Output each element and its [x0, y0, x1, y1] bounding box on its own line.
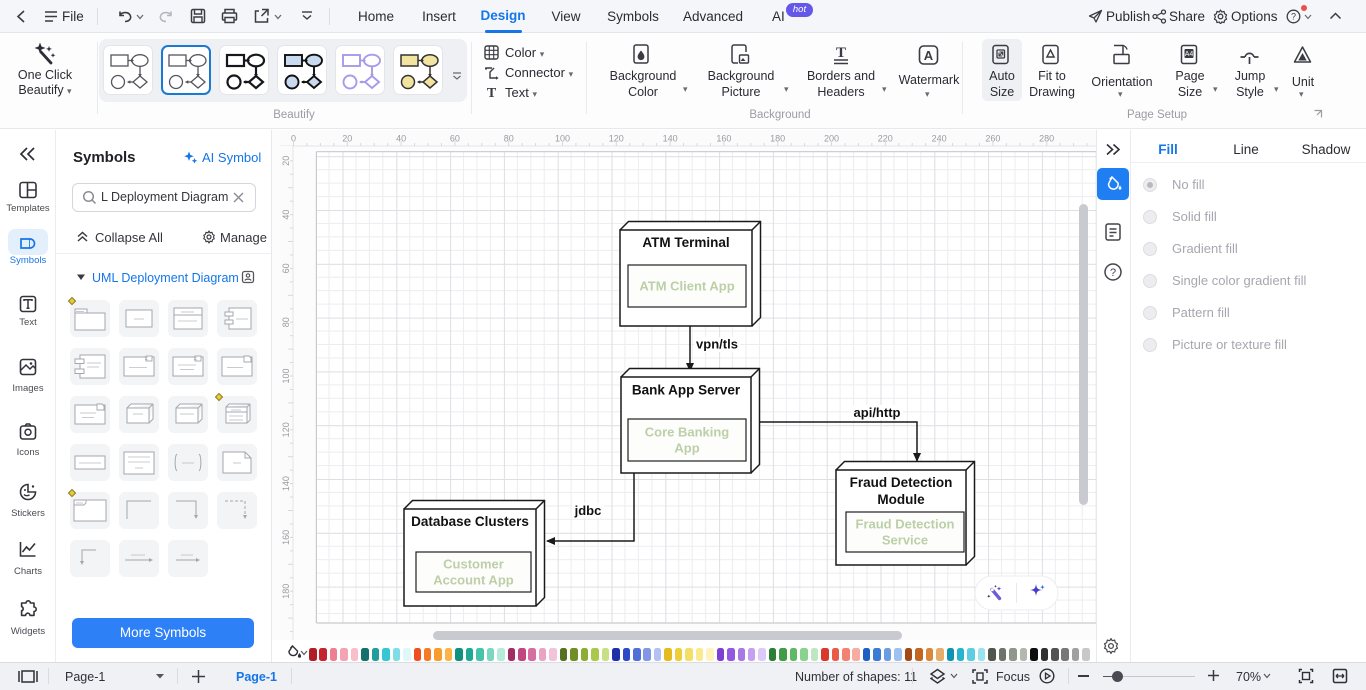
svg-text:A4: A4 — [1185, 51, 1194, 58]
svg-text:Account App: Account App — [433, 573, 513, 588]
svg-text:240: 240 — [932, 134, 947, 144]
svg-text:Module: Module — [877, 492, 925, 507]
svg-text:Core Banking: Core Banking — [645, 425, 730, 440]
svg-text:0: 0 — [291, 134, 296, 144]
svg-text:100: 100 — [555, 134, 570, 144]
svg-text:jdbc: jdbc — [574, 503, 602, 518]
svg-text:A: A — [924, 48, 934, 63]
svg-text:App: App — [674, 441, 699, 456]
svg-text:220: 220 — [878, 134, 893, 144]
svg-text:?: ? — [1291, 12, 1296, 22]
svg-text:260: 260 — [985, 134, 1000, 144]
svg-text:280: 280 — [1039, 134, 1054, 144]
svg-text:140: 140 — [281, 476, 291, 491]
svg-text:ATM Terminal: ATM Terminal — [642, 235, 729, 250]
svg-text:160: 160 — [716, 134, 731, 144]
svg-text:80: 80 — [281, 317, 291, 327]
svg-text:60: 60 — [281, 263, 291, 273]
svg-text:120: 120 — [609, 134, 624, 144]
svg-text:Customer: Customer — [443, 557, 504, 572]
svg-text:?: ? — [1110, 267, 1116, 279]
svg-text:60: 60 — [450, 134, 460, 144]
svg-text:vpn/tls: vpn/tls — [696, 337, 738, 352]
svg-text:40: 40 — [281, 210, 291, 220]
svg-text:Service: Service — [882, 533, 928, 548]
svg-text:T: T — [487, 86, 497, 99]
svg-text:20: 20 — [342, 134, 352, 144]
svg-text:160: 160 — [281, 530, 291, 545]
svg-text:80: 80 — [504, 134, 514, 144]
svg-text:20: 20 — [281, 156, 291, 166]
svg-text:180: 180 — [281, 584, 291, 599]
svg-text:Fraud Detection: Fraud Detection — [856, 517, 955, 532]
svg-text:200: 200 — [824, 134, 839, 144]
svg-text:api/http: api/http — [854, 405, 901, 420]
svg-text:Database Clusters: Database Clusters — [411, 514, 529, 529]
svg-text:100: 100 — [281, 368, 291, 383]
svg-text:140: 140 — [663, 134, 678, 144]
svg-text:40: 40 — [396, 134, 406, 144]
svg-text:Fraud Detection: Fraud Detection — [850, 475, 953, 490]
svg-text:Bank App Server: Bank App Server — [632, 383, 741, 398]
svg-text:180: 180 — [770, 134, 785, 144]
svg-text:120: 120 — [281, 422, 291, 437]
svg-text:ATM Client App: ATM Client App — [639, 279, 734, 294]
svg-text:T: T — [836, 45, 846, 61]
